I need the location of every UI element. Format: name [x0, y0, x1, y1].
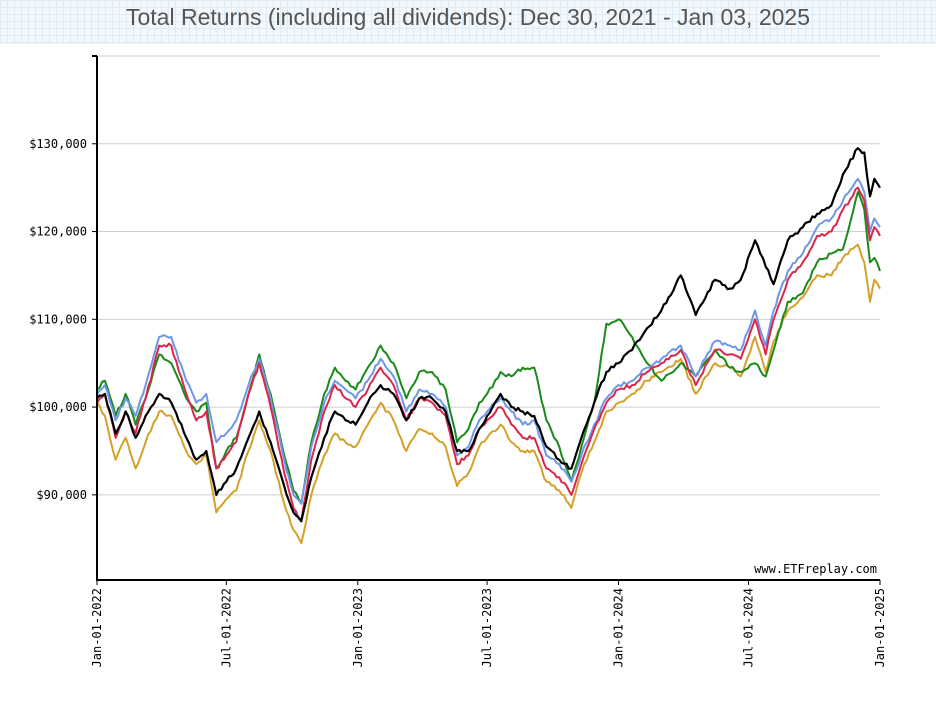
y-tick-label: $90,000: [36, 488, 87, 502]
y-tick-label: $130,000: [29, 137, 87, 151]
x-tick-label: Jan-01-2025: [873, 588, 887, 667]
series-line: [96, 186, 881, 523]
watermark: www.ETFreplay.com: [754, 562, 877, 576]
x-tick-label: Jan-01-2022: [90, 588, 104, 667]
y-tick-label: $100,000: [29, 400, 87, 414]
series-line: [96, 243, 881, 545]
series-line: [96, 147, 881, 523]
x-tick-label: Jul-01-2022: [219, 588, 233, 667]
y-tick-label: $120,000: [29, 225, 87, 239]
series-line: [96, 191, 881, 505]
x-tick-label: Jul-01-2024: [742, 588, 756, 667]
x-tick-label: Jul-01-2023: [480, 588, 494, 667]
title-band: [0, 0, 936, 44]
x-axis-ticks: Jan-01-2022 Jul-01-2022 Jan-01-2023 Jul-01-…: [90, 580, 887, 667]
grid-lines: [97, 55, 880, 496]
series-lines: [96, 147, 881, 545]
y-tick-label: $110,000: [29, 312, 87, 326]
y-axis-ticks: $90,000 $100,000 $110,000 $120,000 $130,000: [29, 137, 97, 502]
x-tick-label: Jan-01-2024: [612, 588, 626, 667]
chart-title: Total Returns (including all dividends):…: [125, 4, 810, 30]
x-tick-label: Jan-01-2023: [351, 588, 365, 667]
axes: [92, 55, 880, 581]
